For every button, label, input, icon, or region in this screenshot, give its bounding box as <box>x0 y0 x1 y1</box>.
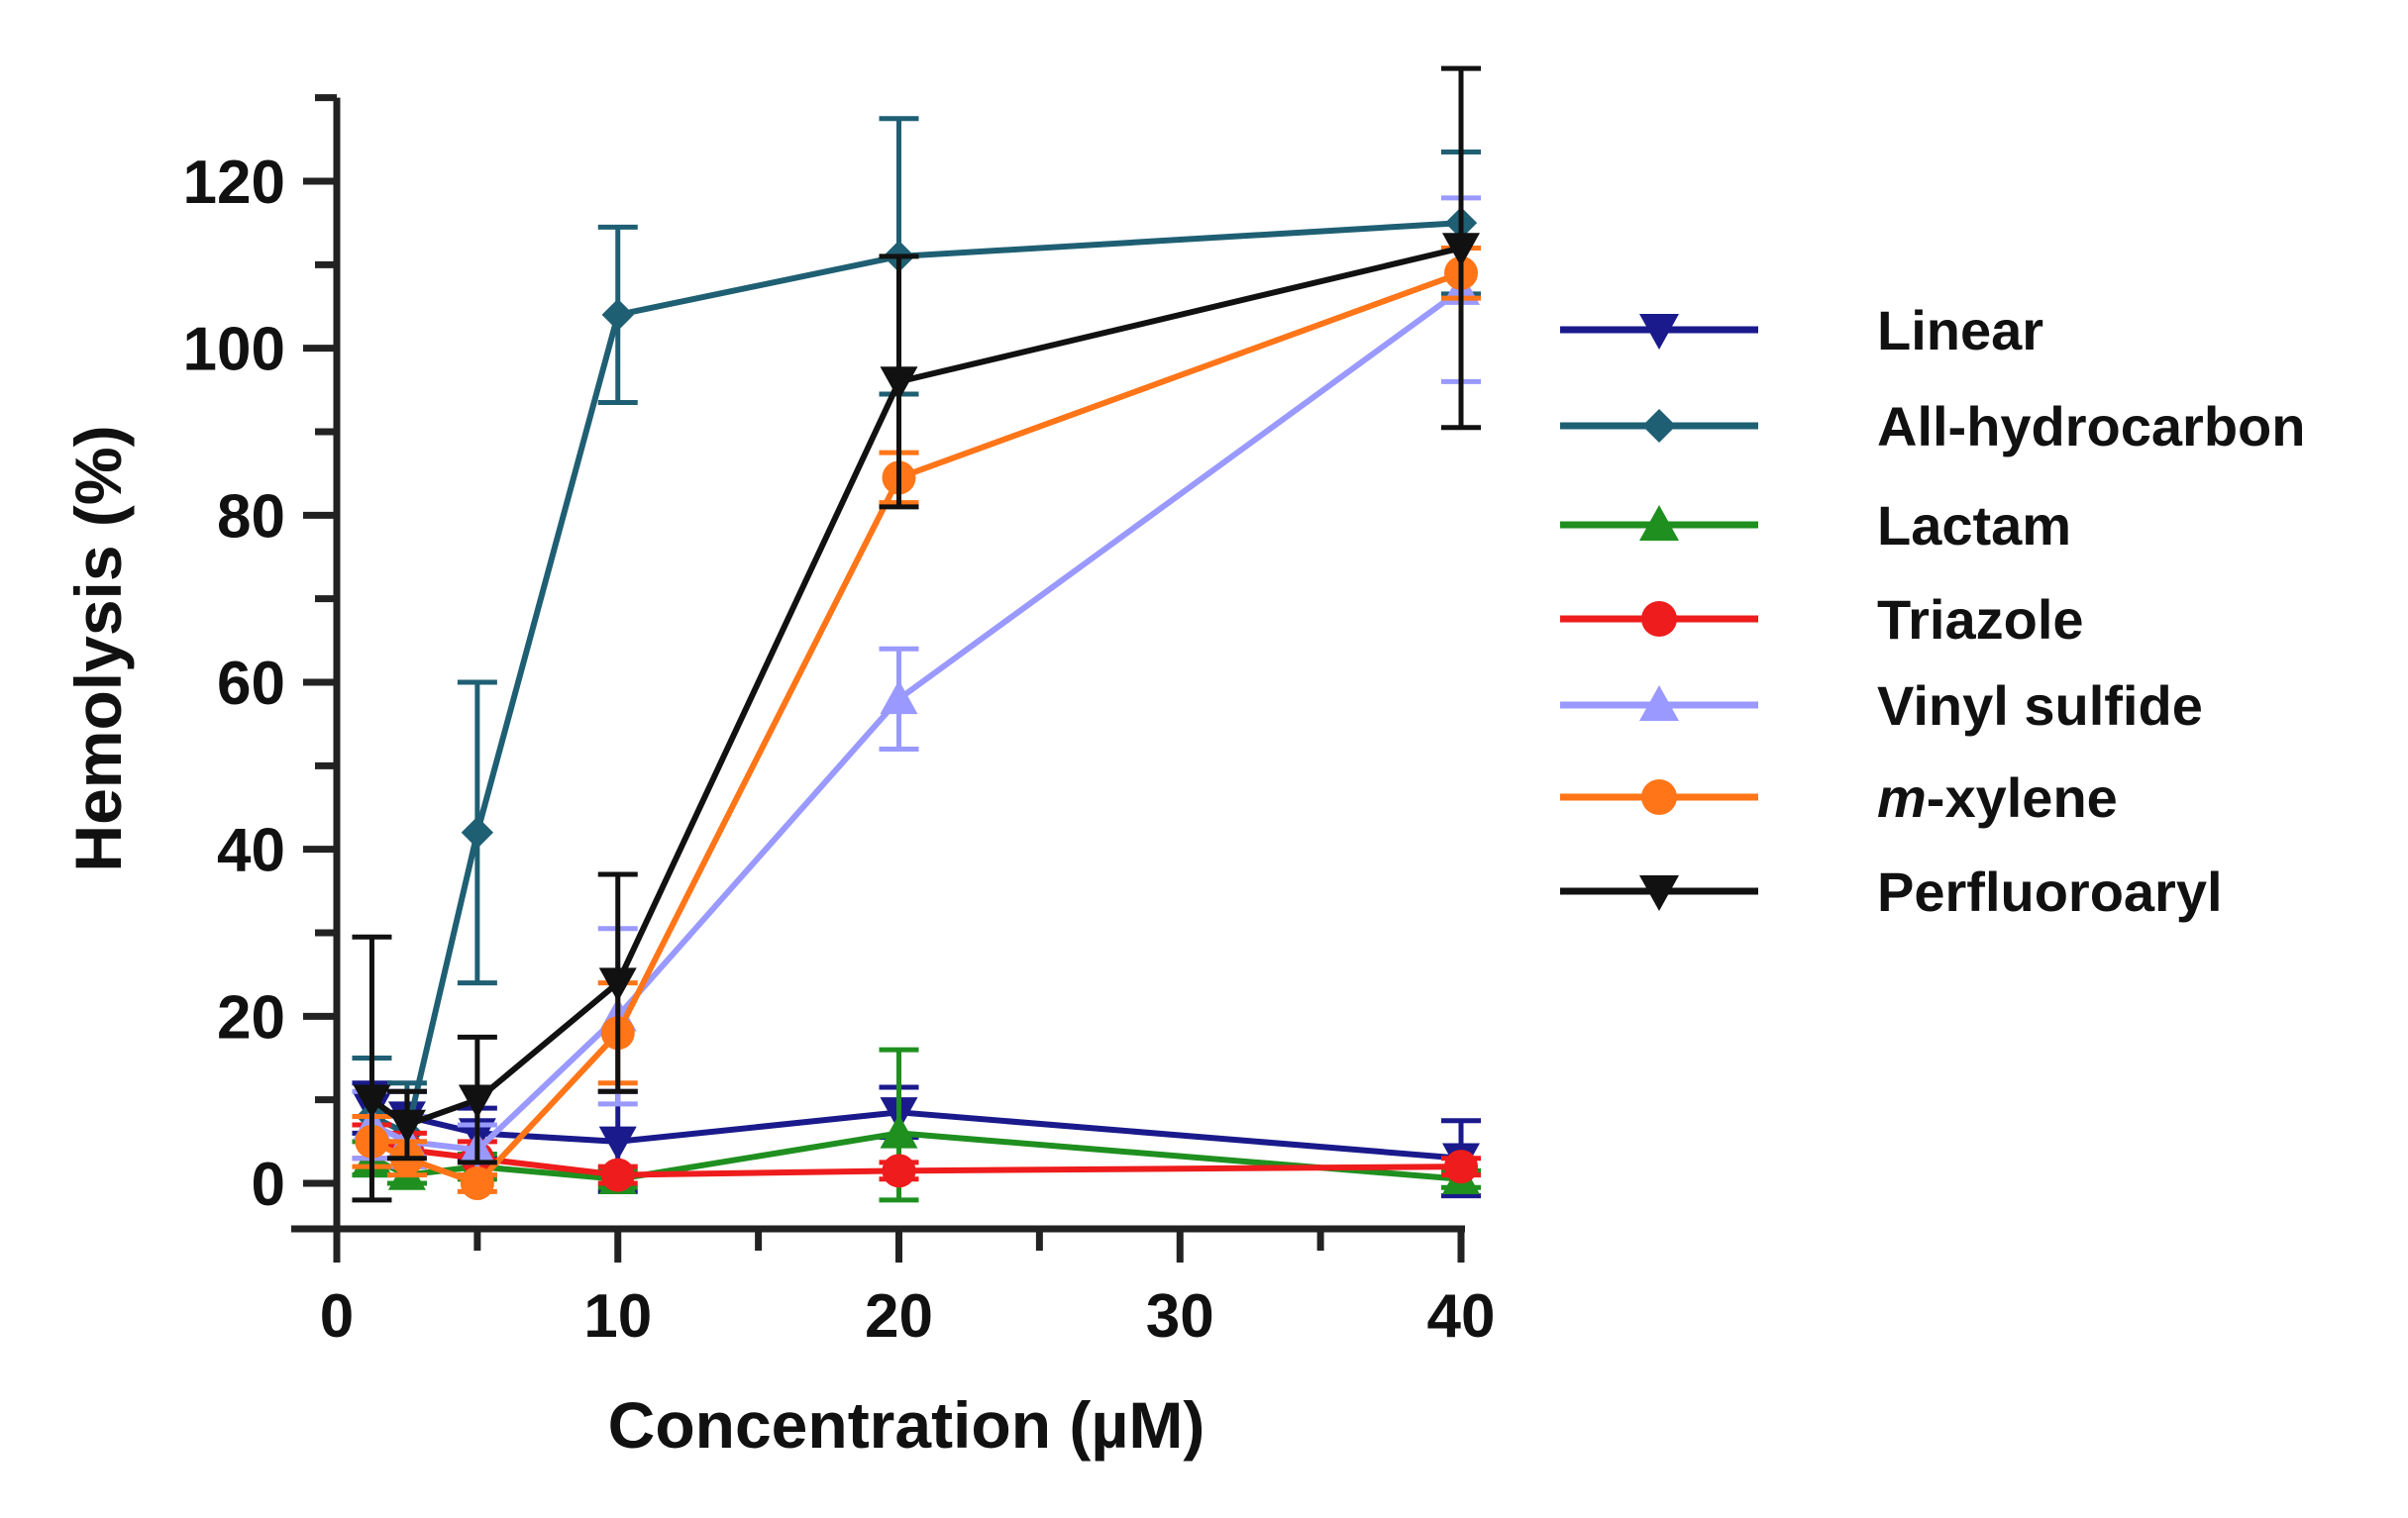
legend-label: Linear <box>1877 299 2043 361</box>
legend-item: Triazole <box>1560 588 2084 651</box>
y-tick-label: 120 <box>183 149 285 217</box>
legend-marker <box>1639 685 1679 721</box>
data-point <box>598 1126 637 1161</box>
x-tick-label: 10 <box>583 1282 652 1351</box>
legend-label: Perfluoroaryl <box>1877 860 2223 923</box>
x-tick-label: 30 <box>1146 1282 1214 1351</box>
legend-item: Vinyl sulfide <box>1560 674 2203 737</box>
y-tick-label: 100 <box>183 316 285 384</box>
legend-label: All-hydrocarbon <box>1877 395 2305 457</box>
legend-label-rest: -xylene <box>1927 766 2118 829</box>
legend-label: Lactam <box>1877 494 2071 557</box>
y-axis-title: Hemolysis (%) <box>61 425 135 871</box>
data-point <box>880 366 918 401</box>
legend-item: Perfluoroaryl <box>1560 860 2223 923</box>
y-tick-label: 40 <box>217 817 285 885</box>
legend-marker <box>1641 779 1677 815</box>
data-point <box>387 1109 426 1144</box>
data-point <box>598 967 637 1002</box>
series-vinyl-sulfide <box>352 195 1481 1178</box>
legend-label-italic: m <box>1877 766 1927 829</box>
series-m-xylene <box>352 245 1481 1200</box>
data-point <box>458 1084 496 1119</box>
legend-marker <box>1639 875 1679 911</box>
legend-item: All-hydrocarbon <box>1560 395 2305 457</box>
y-tick-label: 60 <box>217 650 285 718</box>
data-point <box>600 1158 635 1192</box>
series-line <box>370 287 1463 1154</box>
data-point <box>880 679 918 715</box>
legend-label: Vinyl sulfide <box>1877 674 2203 737</box>
x-axis-title: Concentration (µM) <box>608 1388 1205 1462</box>
legend-label: Triazole <box>1877 588 2084 651</box>
legend-marker <box>1639 505 1679 541</box>
x-tick-label: 20 <box>865 1282 933 1351</box>
legend-item: Lactam <box>1560 494 2071 557</box>
x-tick-label: 40 <box>1427 1282 1496 1351</box>
x-tick-label: 0 <box>320 1282 354 1351</box>
legend-item: Linear <box>1560 299 2043 361</box>
series-line <box>370 220 1462 1137</box>
data-point <box>1442 233 1480 267</box>
legend-marker <box>1639 314 1679 350</box>
y-tick-label: 0 <box>252 1151 285 1219</box>
data-point <box>353 1084 391 1119</box>
axes: 0 20 40 60 80 100 120 0 10 20 30 40 <box>183 94 1496 1351</box>
series-layer <box>352 65 1481 1203</box>
data-point <box>461 816 494 849</box>
y-tick-label: 20 <box>217 983 285 1052</box>
data-point <box>460 1166 494 1200</box>
legend-label: m-xylene <box>1877 766 2118 829</box>
data-point <box>1444 1150 1478 1184</box>
series-perfluoroaryl <box>352 65 1481 1203</box>
data-point <box>882 1154 916 1188</box>
legend-item: m-xylene <box>1560 766 2118 829</box>
data-point <box>880 1114 918 1149</box>
legend-marker <box>1642 409 1676 443</box>
legend: Linear All-hydrocarbon Lactam Triazole Vinyl… <box>1560 299 2305 923</box>
y-tick-label: 80 <box>217 482 285 551</box>
legend-marker <box>1641 601 1677 637</box>
data-point <box>601 298 634 332</box>
